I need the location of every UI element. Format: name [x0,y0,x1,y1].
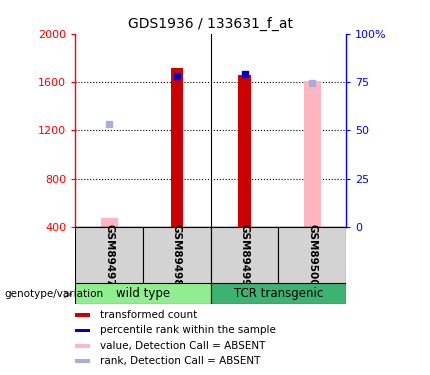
Bar [239,75,251,227]
Bar [75,283,211,304]
Bar [211,227,278,283]
Bar [75,227,143,283]
Text: wild type: wild type [116,287,170,300]
Bar [75,344,90,348]
Text: TCR transgenic: TCR transgenic [234,287,323,300]
Bar [75,314,90,317]
Bar [75,329,90,332]
Bar [211,283,346,304]
Title: GDS1936 / 133631_f_at: GDS1936 / 133631_f_at [128,17,293,32]
Bar [75,359,90,363]
Text: GSM89499: GSM89499 [240,224,249,286]
Text: GSM89497: GSM89497 [104,224,114,286]
Text: value, Detection Call = ABSENT: value, Detection Call = ABSENT [101,341,266,351]
Bar [171,68,183,227]
Bar [304,81,321,227]
Text: GSM89498: GSM89498 [172,224,182,286]
Text: rank, Detection Call = ABSENT: rank, Detection Call = ABSENT [101,356,261,366]
Bar [279,227,346,283]
Bar [143,227,211,283]
Text: transformed count: transformed count [101,310,198,320]
Text: percentile rank within the sample: percentile rank within the sample [101,326,276,336]
Text: GSM89500: GSM89500 [307,224,317,286]
Bar [101,218,117,227]
Text: genotype/variation: genotype/variation [4,290,104,299]
